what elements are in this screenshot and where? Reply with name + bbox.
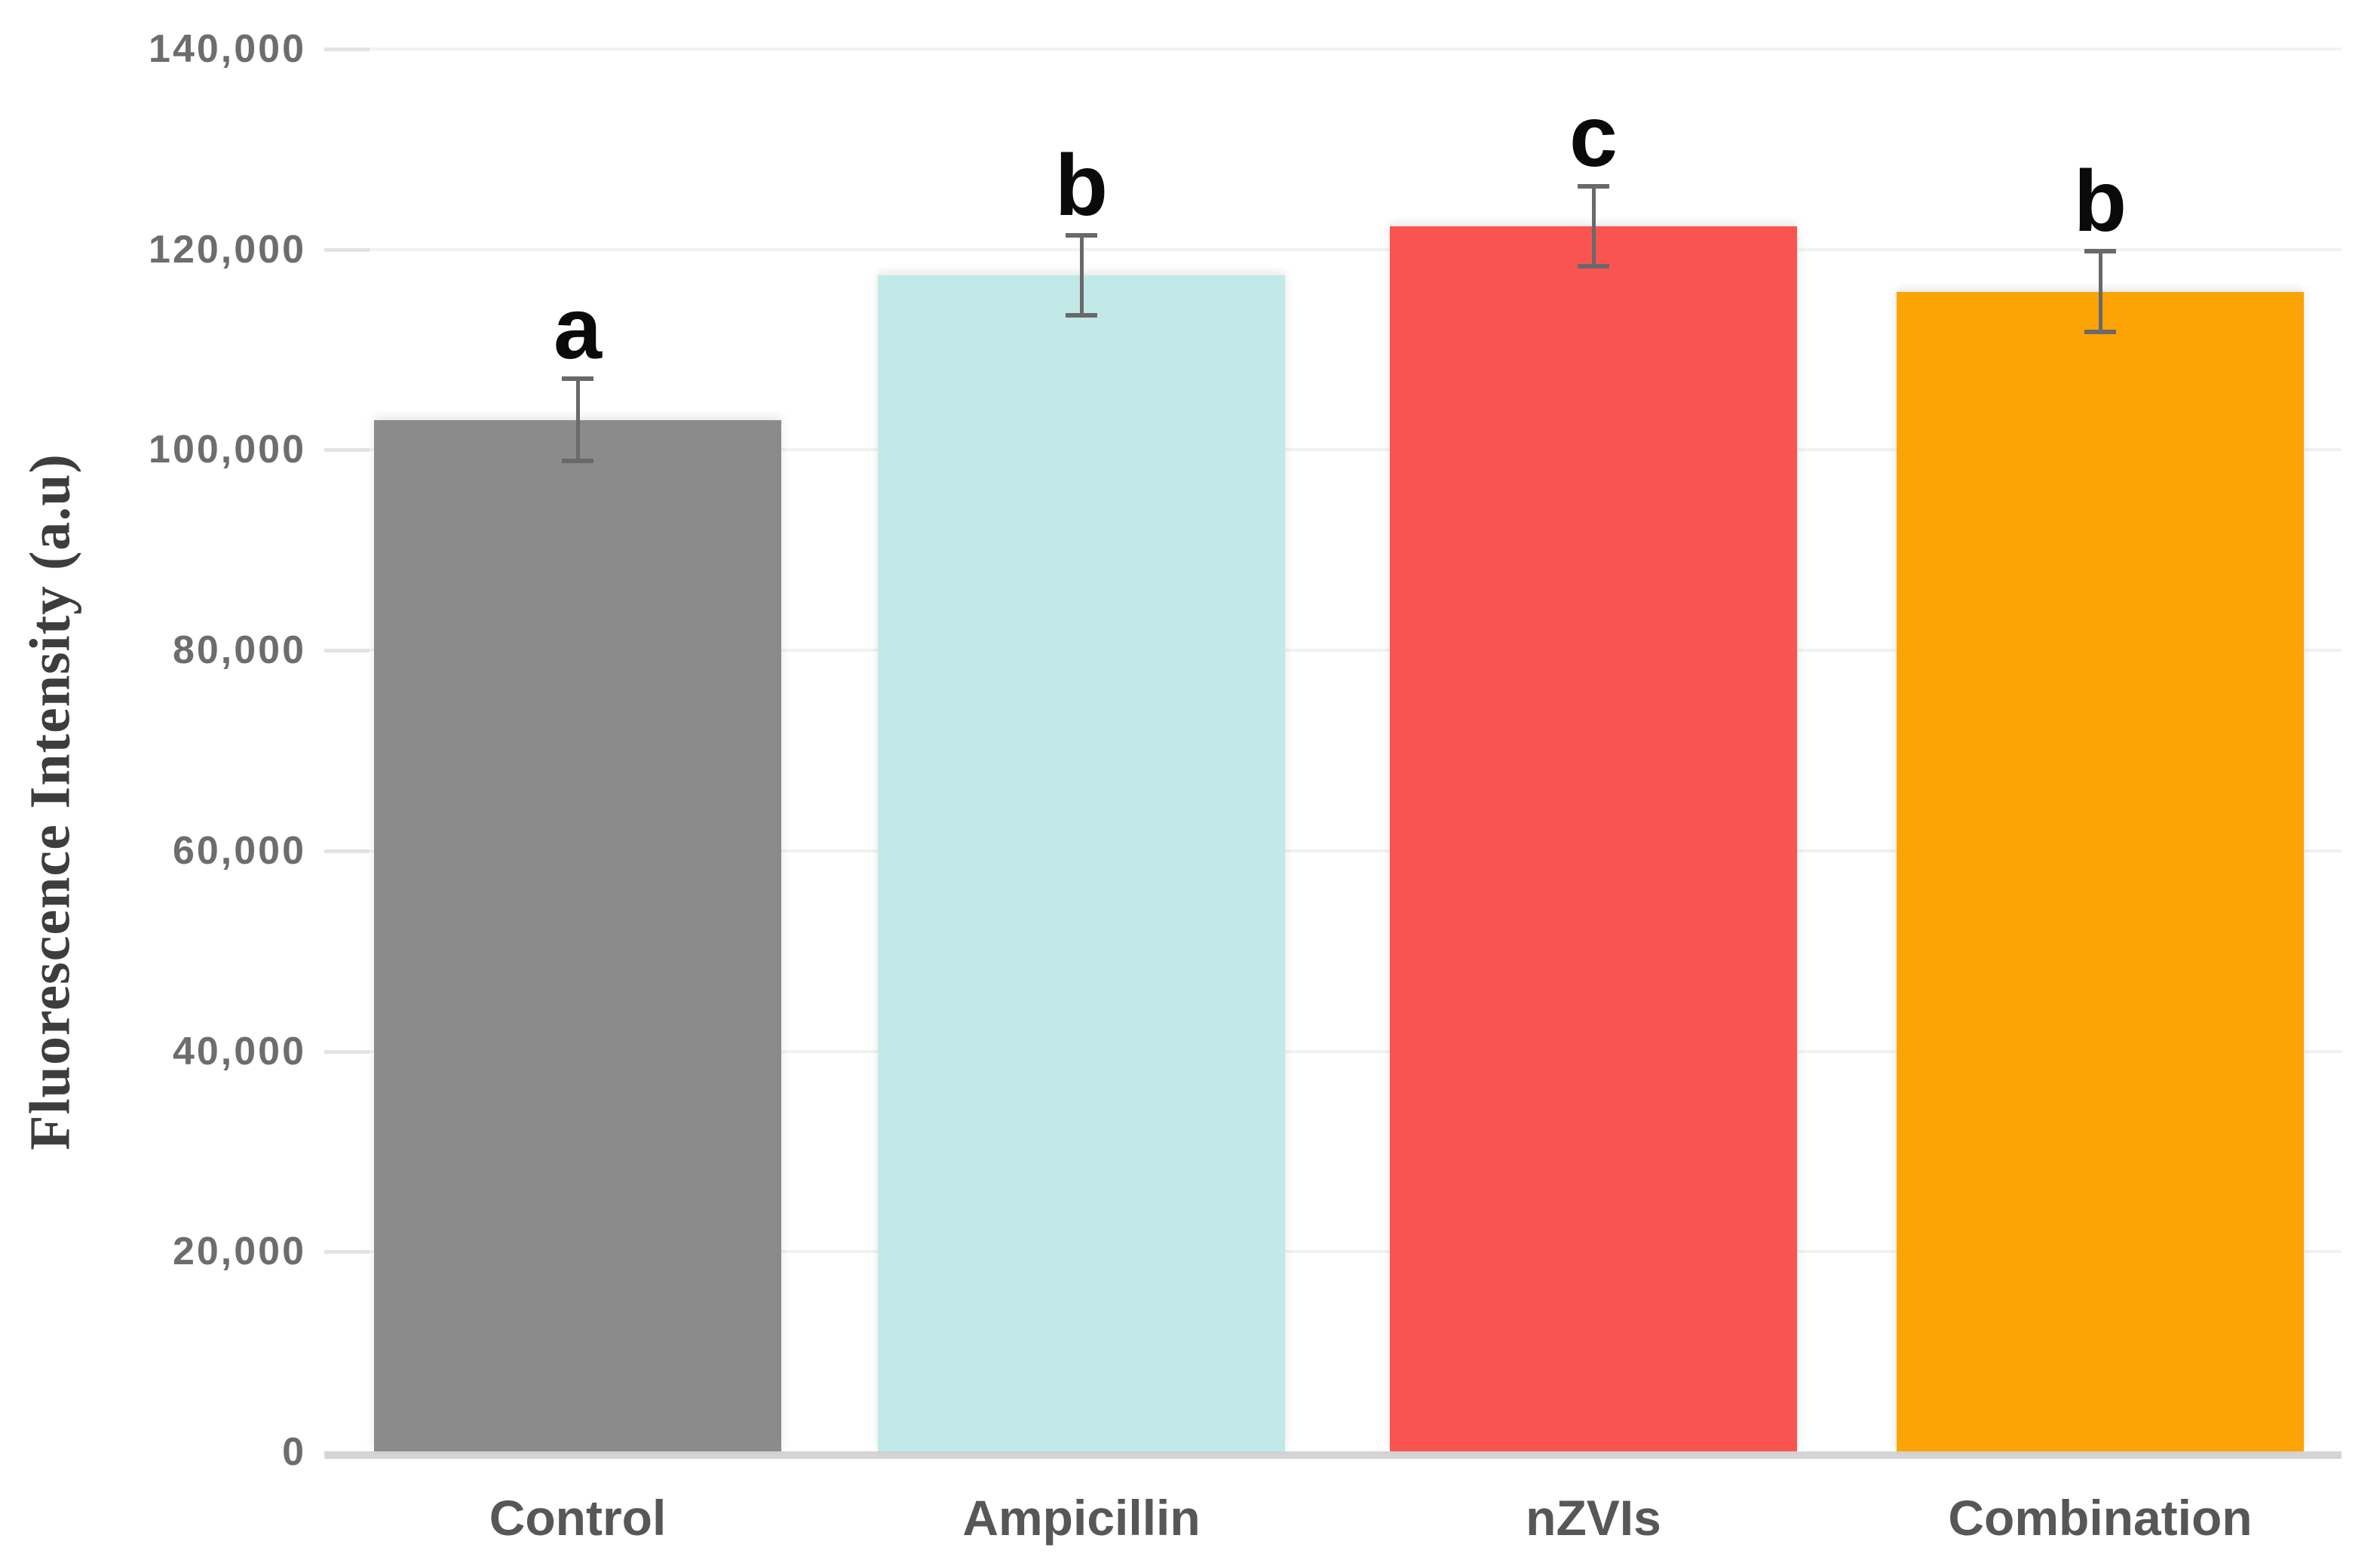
error-bar-combination [2098, 251, 2102, 332]
gridline [324, 48, 2342, 51]
y-tick-label: 100,000 [149, 428, 306, 472]
error-bar-bottom-cap-control [562, 459, 593, 464]
error-bar-top-cap-combination [2084, 249, 2116, 254]
gridline [324, 448, 2342, 452]
y-tick-mark [324, 1049, 370, 1054]
bar-nzvis [1390, 226, 1797, 1451]
error-bar-top-cap-control [562, 376, 593, 382]
error-bar-top-cap-nzvis [1578, 184, 1609, 189]
y-tick-mark [324, 649, 370, 653]
bar-control [374, 419, 781, 1451]
error-bar-nzvis [1591, 186, 1596, 267]
y-tick-label: 60,000 [172, 828, 306, 873]
y-tick-mark [324, 247, 370, 252]
x-axis-label-ampicillin: Ampicillin [962, 1490, 1201, 1546]
significance-letter-nzvis: c [1569, 88, 1618, 185]
error-bar-bottom-cap-ampicillin [1066, 313, 1097, 318]
gridline [324, 649, 2342, 652]
y-tick-label: 120,000 [149, 227, 306, 272]
significance-letter-ampicillin: b [1054, 137, 1109, 235]
error-bar-bottom-cap-combination [2084, 329, 2116, 334]
y-tick-label: 20,000 [172, 1230, 306, 1274]
error-bar-ampicillin [1079, 235, 1084, 316]
gridline [324, 247, 2342, 251]
error-bar-bottom-cap-nzvis [1578, 264, 1609, 269]
y-tick-mark [324, 1250, 370, 1254]
y-tick-label: 0 [282, 1430, 306, 1474]
x-axis-label-combination: Combination [1948, 1490, 2253, 1546]
significance-letter-combination: b [2073, 153, 2127, 250]
error-bar-control [575, 379, 580, 462]
y-tick-mark [324, 48, 370, 51]
y-tick-label: 80,000 [172, 628, 306, 673]
x-axis-line [324, 1451, 2342, 1459]
gridline [324, 1250, 2342, 1254]
error-bar-top-cap-ampicillin [1066, 233, 1097, 238]
x-axis-label-nzvis: nZVIs [1526, 1490, 1661, 1546]
gridline [324, 849, 2342, 852]
y-tick-label: 140,000 [149, 27, 306, 71]
bar-combination [1897, 291, 2304, 1451]
x-axis-label-control: Control [489, 1490, 667, 1546]
y-tick-label: 40,000 [172, 1029, 306, 1073]
bar-ampicillin [878, 275, 1285, 1451]
gridline [324, 1049, 2342, 1053]
y-tick-mark [324, 448, 370, 453]
y-tick-mark [324, 849, 370, 853]
significance-letter-control: a [554, 281, 602, 378]
